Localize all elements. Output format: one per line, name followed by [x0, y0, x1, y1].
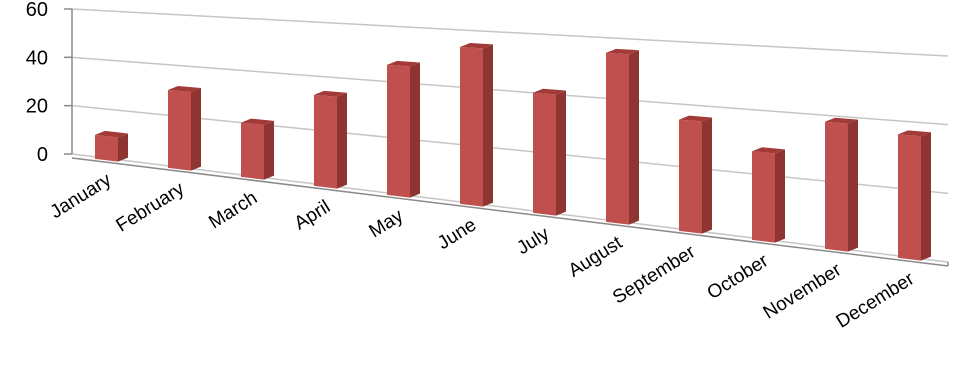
bar-front-face: [241, 122, 264, 180]
bar-front-face: [606, 52, 629, 225]
bar-side-face: [848, 119, 858, 252]
bar-side-face: [483, 44, 493, 207]
bar: [533, 88, 566, 216]
bar-side-face: [775, 149, 785, 243]
y-tick-label: 60: [26, 0, 48, 21]
bar-top-face: [606, 48, 639, 55]
bar-top-face: [387, 60, 420, 67]
bar-front-face: [460, 47, 483, 207]
bar-front-face: [898, 134, 921, 261]
x-tick-label: October: [704, 250, 773, 304]
y-tick-label: 0: [37, 144, 48, 166]
bar-side-face: [410, 62, 420, 198]
bar-side-face: [556, 90, 566, 216]
bar: [168, 85, 201, 171]
bar-top-face: [533, 88, 566, 95]
bar-front-face: [314, 94, 337, 189]
gridline: [71, 104, 949, 195]
x-tick-label: December: [833, 268, 919, 333]
bar-side-face: [629, 50, 639, 225]
gridline: [71, 153, 949, 263]
bar-side-face: [264, 120, 274, 180]
x-tick-label: January: [47, 169, 116, 223]
bar: [241, 118, 274, 180]
bar-top-face: [898, 130, 931, 137]
x-tick-label: May: [366, 205, 408, 242]
bar-front-face: [679, 119, 702, 234]
gridline: [71, 56, 949, 126]
gridlines: [71, 8, 949, 263]
bars: [95, 43, 931, 261]
bar: [752, 147, 785, 243]
x-tick-label: June: [434, 214, 480, 254]
bar-top-face: [460, 43, 493, 49]
y-tick-label: 40: [26, 47, 48, 69]
bar-top-face: [168, 85, 201, 93]
bar: [387, 60, 420, 198]
y-tick-label: 20: [26, 96, 48, 118]
x-tick-label: July: [513, 223, 553, 259]
bar-top-face: [679, 115, 712, 122]
x-tick-label: April: [291, 196, 334, 234]
bar: [95, 130, 128, 162]
bar-side-face: [921, 132, 931, 261]
bar: [679, 115, 712, 234]
x-tick-label: August: [565, 232, 627, 282]
bar-side-face: [118, 133, 128, 162]
x-axis: [71, 157, 949, 267]
bar: [825, 117, 858, 252]
bar: [606, 48, 639, 225]
axes: [64, 8, 949, 267]
bar: [460, 43, 493, 207]
bar-side-face: [191, 88, 201, 171]
bar-top-face: [241, 118, 274, 125]
bar-top-face: [314, 90, 347, 97]
bar-front-face: [825, 121, 848, 252]
bar-top-face: [752, 147, 785, 154]
bar-front-face: [752, 151, 775, 243]
bar-front-face: [387, 64, 410, 198]
bar-top-face: [95, 130, 128, 138]
bar-side-face: [337, 92, 347, 189]
bar-side-face: [702, 117, 712, 234]
x-tick-label: February: [113, 178, 189, 236]
gridline: [71, 8, 949, 57]
x-tick-label: March: [205, 187, 261, 233]
bar-front-face: [533, 92, 556, 216]
bar: [898, 130, 931, 261]
bar: [314, 90, 347, 189]
bar-top-face: [825, 117, 858, 124]
y-tick-labels: 0 20 40 60: [26, 0, 48, 166]
bar-front-face: [95, 134, 118, 162]
bar-front-face: [168, 89, 191, 171]
